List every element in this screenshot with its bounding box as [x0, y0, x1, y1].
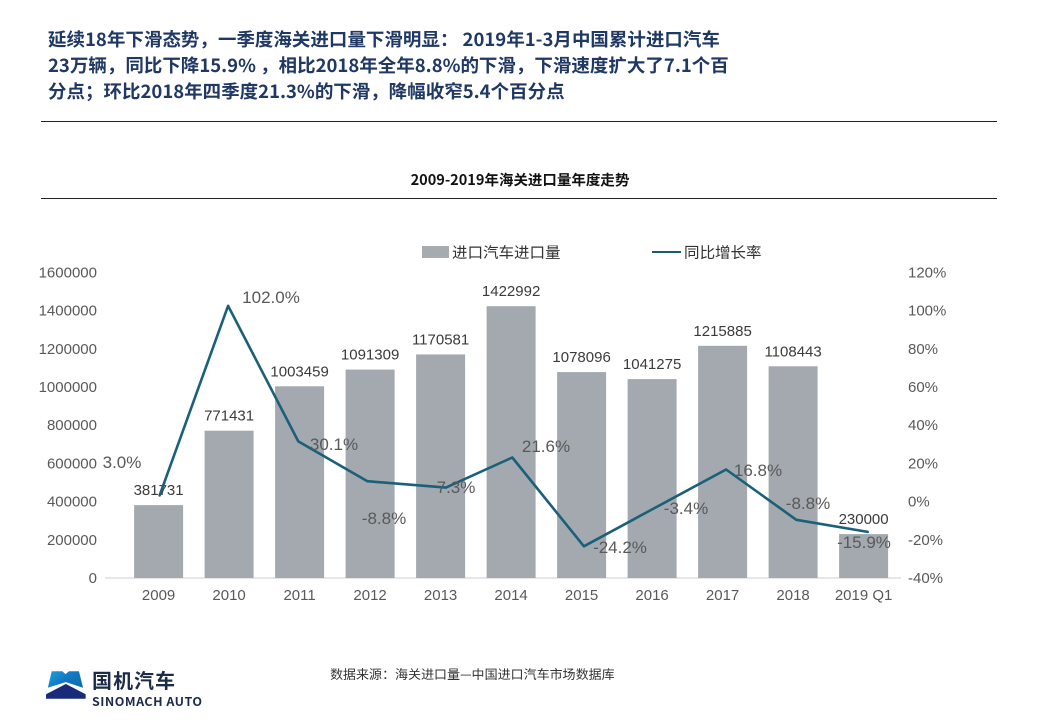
svg-text:381731: 381731	[134, 482, 184, 499]
svg-text:2016: 2016	[635, 587, 668, 604]
svg-text:20%: 20%	[908, 455, 938, 472]
svg-text:1215885: 1215885	[693, 323, 751, 340]
svg-text:7.3%: 7.3%	[437, 478, 476, 497]
svg-text:2018: 2018	[776, 587, 809, 604]
svg-text:21.6%: 21.6%	[522, 437, 570, 456]
svg-text:2009: 2009	[142, 587, 175, 604]
svg-text:0: 0	[89, 570, 97, 587]
svg-text:2014: 2014	[494, 587, 527, 604]
svg-text:80%: 80%	[908, 341, 938, 358]
svg-text:1400000: 1400000	[39, 303, 97, 320]
svg-text:2012: 2012	[353, 587, 386, 604]
svg-text:-15.9%: -15.9%	[837, 533, 891, 552]
svg-text:120%: 120%	[908, 264, 946, 281]
svg-text:1003459: 1003459	[270, 363, 328, 380]
svg-text:2015: 2015	[565, 587, 598, 604]
svg-text:200000: 200000	[47, 532, 97, 549]
svg-text:230000: 230000	[839, 511, 889, 528]
svg-text:1078096: 1078096	[552, 349, 610, 366]
svg-text:3.0%: 3.0%	[103, 453, 142, 472]
svg-text:1108443: 1108443	[764, 343, 821, 360]
svg-text:800000: 800000	[47, 417, 97, 434]
svg-text:102.0%: 102.0%	[242, 288, 300, 307]
svg-text:-40%: -40%	[908, 570, 943, 587]
svg-text:1000000: 1000000	[39, 379, 97, 396]
svg-text:30.1%: 30.1%	[310, 435, 358, 454]
svg-text:1422992: 1422992	[482, 283, 540, 300]
svg-text:0%: 0%	[908, 494, 930, 511]
svg-text:2011: 2011	[283, 587, 315, 604]
svg-text:-3.4%: -3.4%	[664, 499, 708, 518]
svg-text:100%: 100%	[908, 303, 946, 320]
svg-text:16.8%: 16.8%	[734, 461, 782, 480]
svg-text:60%: 60%	[908, 379, 938, 396]
svg-text:1091309: 1091309	[341, 347, 399, 364]
svg-text:40%: 40%	[908, 417, 938, 434]
svg-text:2017: 2017	[706, 587, 739, 604]
svg-text:-20%: -20%	[908, 532, 943, 549]
svg-text:2019 Q1: 2019 Q1	[835, 587, 893, 604]
svg-text:771431: 771431	[204, 408, 254, 425]
svg-text:2013: 2013	[424, 587, 457, 604]
svg-text:600000: 600000	[47, 455, 97, 472]
svg-text:2010: 2010	[212, 587, 245, 604]
svg-text:-24.2%: -24.2%	[593, 538, 647, 557]
svg-text:-8.8%: -8.8%	[786, 494, 830, 513]
svg-text:-8.8%: -8.8%	[362, 509, 406, 528]
svg-text:1170581: 1170581	[412, 331, 469, 348]
svg-text:400000: 400000	[47, 494, 97, 511]
svg-text:1041275: 1041275	[623, 356, 681, 373]
svg-text:1600000: 1600000	[39, 264, 97, 281]
svg-text:1200000: 1200000	[39, 341, 97, 358]
